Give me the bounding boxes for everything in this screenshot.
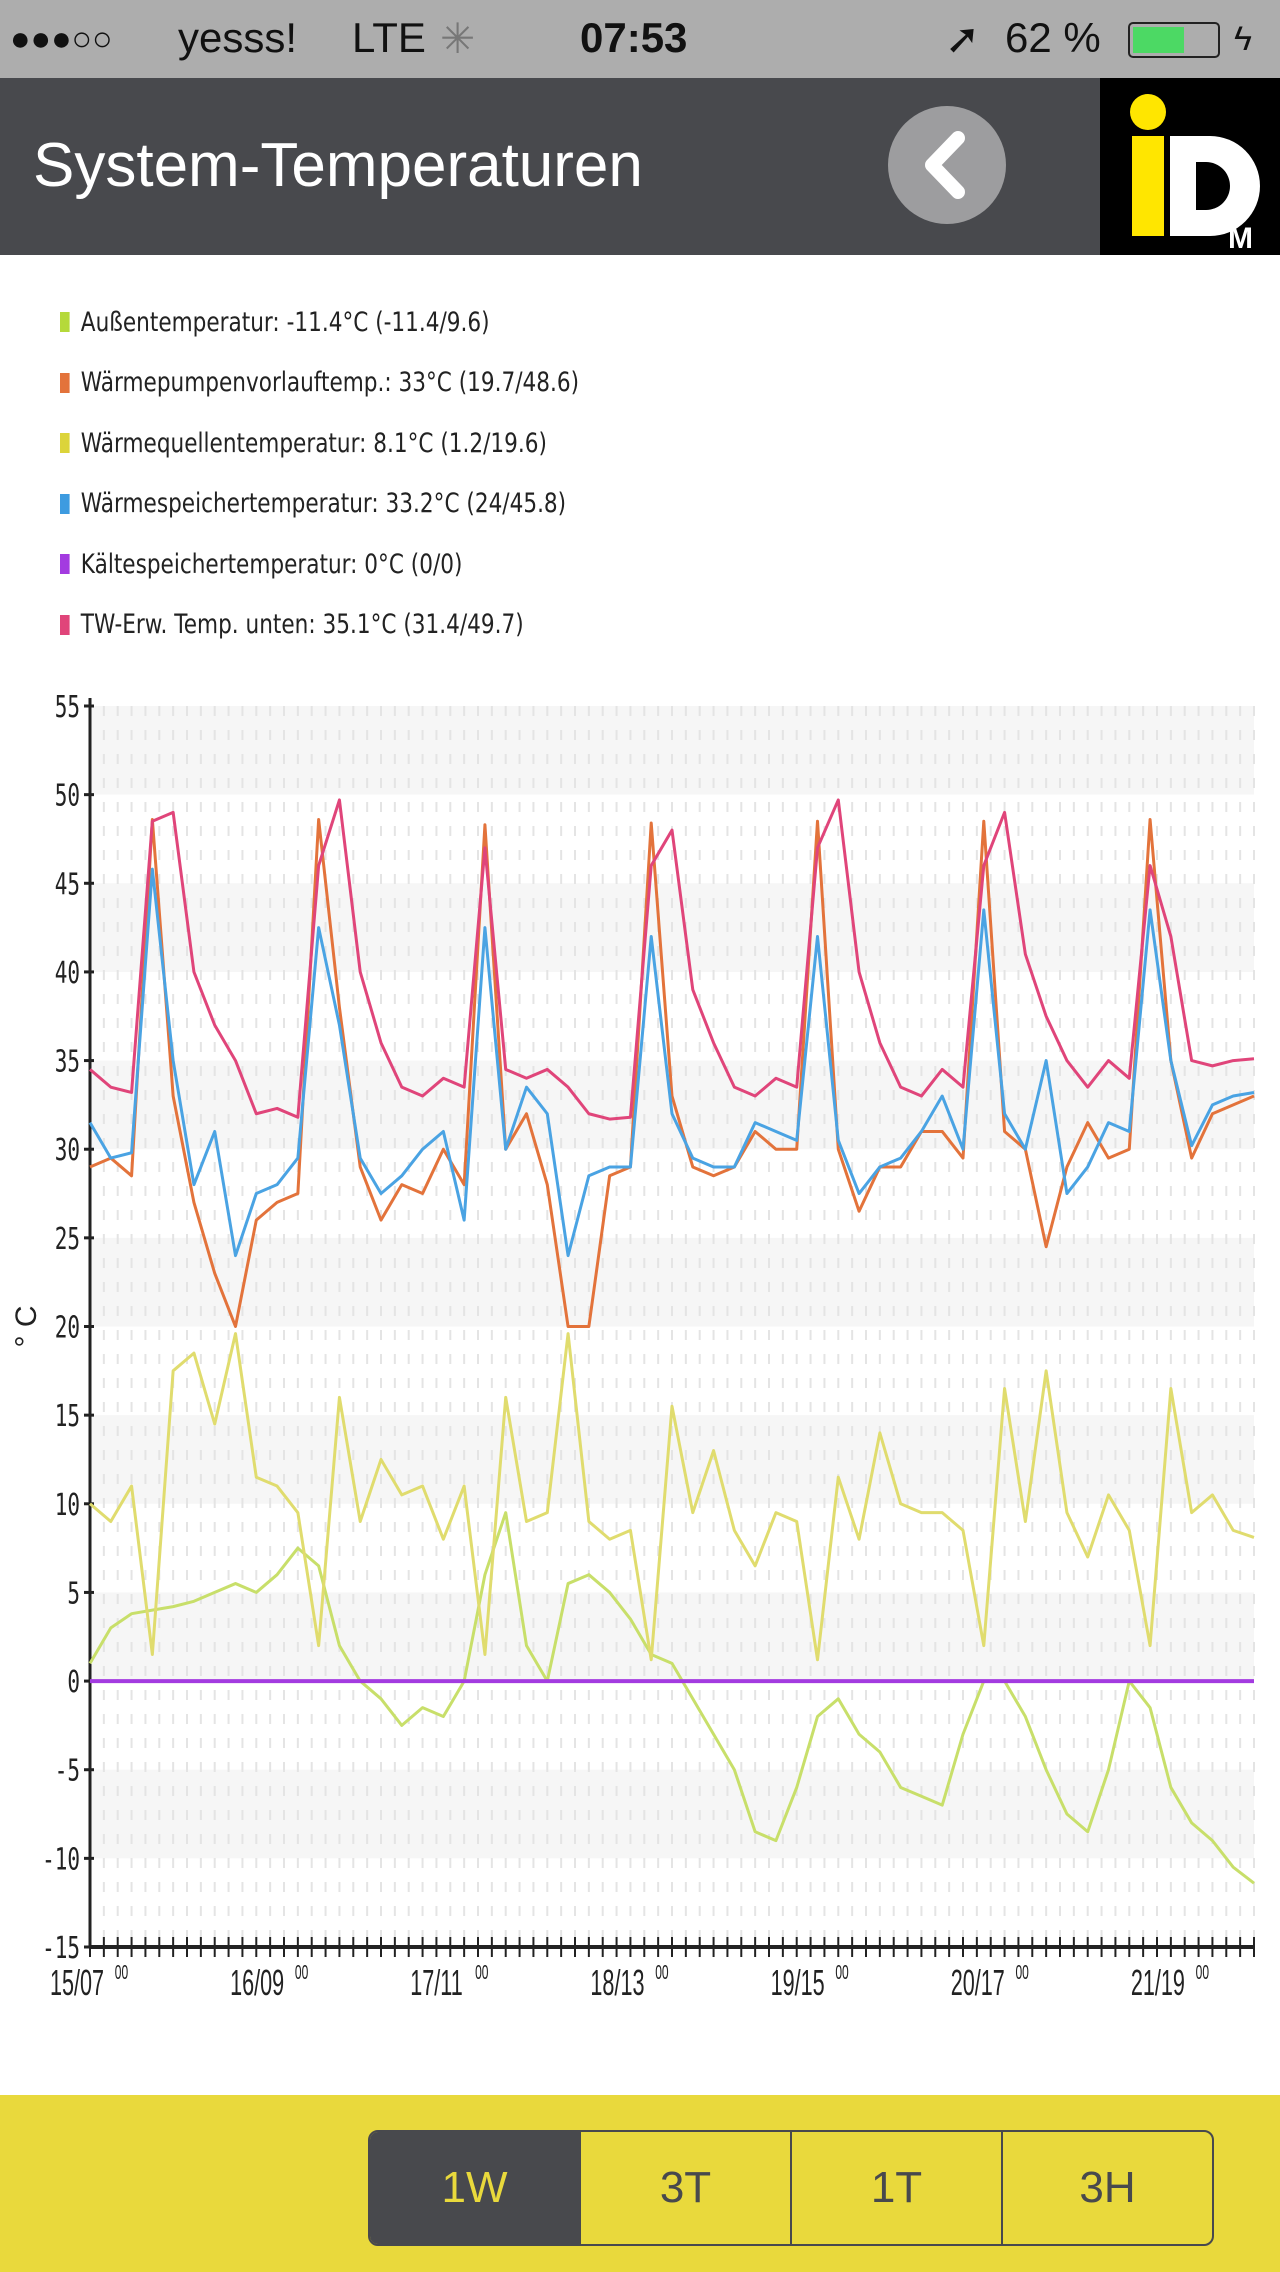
y-tick-label: 5: [67, 1577, 80, 1612]
y-tick-label: 0: [67, 1665, 80, 1700]
x-tick-label: 19/15 00: [771, 1962, 849, 2003]
y-tick-label: -10: [42, 1843, 80, 1878]
y-tick-label: 30: [55, 1134, 80, 1169]
signal-strength: ●●●○○: [10, 20, 113, 58]
legend-swatch: [60, 614, 70, 635]
legend-label: Wärmequellentemperatur: 8.1°C (1.2/19.6): [80, 427, 547, 459]
x-tick-label: 20/17 00: [951, 1962, 1029, 2003]
x-tick-date: 15/07: [50, 1963, 104, 2003]
charging-bolt-icon: ϟ: [1234, 20, 1252, 58]
activity-spinner-icon: ✳: [440, 15, 476, 62]
x-tick-label: 17/11 00: [410, 1962, 488, 2003]
y-tick-label: 15: [55, 1399, 80, 1434]
y-tick-label: 55: [55, 690, 80, 725]
header: System-Temperaturen M: [0, 78, 1280, 255]
y-tick-label: 35: [55, 1045, 80, 1080]
legend-swatch: [60, 493, 70, 514]
back-button[interactable]: [888, 106, 1006, 224]
y-tick-label: -5: [55, 1754, 80, 1789]
series-line-wärmespeichertemperatur: [88, 867, 1255, 1258]
legend-item: Wärmequellentemperatur: 8.1°C (1.2/19.6): [60, 413, 579, 474]
legend-item: TW-Erw. Temp. unten: 35.1°C (31.4/49.7): [60, 595, 579, 656]
legend-label: Wärmespeichertemperatur: 33.2°C (24/45.8…: [80, 488, 567, 520]
range-button-1t[interactable]: 1T: [790, 2132, 1001, 2244]
x-tick-minutes: 00: [655, 1962, 668, 1984]
y-tick-label: -15: [42, 1931, 80, 1966]
legend-item: Außentemperatur: -11.4°C (-11.4/9.6): [60, 292, 579, 353]
legend-label: Kältespeichertemperatur: 0°C (0/0): [80, 548, 463, 580]
legend-swatch: [60, 554, 70, 575]
page-title: System-Temperaturen: [33, 131, 643, 200]
network-type: LTE: [352, 14, 426, 61]
legend-item: Kältespeichertemperatur: 0°C (0/0): [60, 534, 579, 595]
x-tick-date: 16/09: [230, 1963, 284, 2003]
carrier: yesss!: [178, 14, 298, 61]
x-tick-label: 21/19 00: [1131, 1962, 1209, 2003]
bottom-bar: 1W 3T 1T 3H: [0, 2095, 1280, 2272]
series-line-tw-erw-temp-unten: [89, 798, 1255, 1121]
range-button-1w[interactable]: 1W: [370, 2132, 579, 2244]
clock: 07:53: [580, 14, 688, 61]
idm-logo: M: [1100, 78, 1280, 255]
svg-text:M: M: [1228, 222, 1253, 255]
x-tick-date: 20/17: [951, 1963, 1005, 2003]
battery-icon: [1128, 22, 1220, 58]
x-tick-date: 17/11: [410, 1963, 462, 2003]
x-tick-minutes: 00: [1196, 1962, 1209, 1984]
range-button-3t[interactable]: 3T: [579, 2132, 790, 2244]
y-axis-label: ° C: [10, 1306, 43, 1348]
legend-swatch: [60, 312, 70, 333]
y-tick-label: 20: [55, 1311, 80, 1346]
battery-percent: 62 %: [1005, 14, 1101, 61]
chevron-left-icon: [925, 131, 965, 199]
legend-item: Wärmepumpenvorlauftemp.: 33°C (19.7/48.6…: [60, 353, 579, 414]
x-tick-minutes: 00: [295, 1962, 308, 1984]
x-tick-minutes: 00: [115, 1962, 128, 1984]
legend-item: Wärmespeichertemperatur: 33.2°C (24/45.8…: [60, 474, 579, 535]
x-tick-date: 21/19: [1131, 1963, 1185, 2003]
x-tick-label: 16/09 00: [230, 1962, 308, 2003]
legend-label: Wärmepumpenvorlauftemp.: 33°C (19.7/48.6…: [80, 367, 580, 399]
y-tick-label: 40: [55, 956, 80, 991]
range-segmented-control[interactable]: 1W 3T 1T 3H: [368, 2130, 1214, 2246]
series-line-außentemperatur: [88, 1511, 1255, 1885]
x-tick-label: 15/07 00: [50, 1962, 128, 2003]
y-tick-label: 10: [55, 1488, 80, 1523]
chart-legend: Außentemperatur: -11.4°C (-11.4/9.6) Wärm…: [60, 292, 709, 655]
range-button-3h[interactable]: 3H: [1001, 2132, 1212, 2244]
y-tick-label: 45: [55, 868, 80, 903]
y-tick-label: 25: [55, 1222, 80, 1257]
x-tick-minutes: 00: [475, 1962, 488, 1984]
legend-swatch: [60, 372, 70, 393]
location-arrow-icon: ➚: [945, 15, 981, 62]
x-tick-label: 18/13 00: [590, 1962, 668, 2003]
x-tick-date: 19/15: [771, 1963, 825, 2003]
x-tick-minutes: 00: [1016, 1962, 1029, 1984]
y-tick-label: 50: [55, 779, 80, 814]
x-tick-minutes: 00: [835, 1962, 848, 1984]
series-line-wärmepumpenvorlauftemp-: [89, 817, 1255, 1328]
x-tick-date: 18/13: [590, 1963, 644, 2003]
legend-swatch: [60, 433, 70, 454]
legend-label: TW-Erw. Temp. unten: 35.1°C (31.4/49.7): [80, 609, 524, 641]
legend-label: Außentemperatur: -11.4°C (-11.4/9.6): [80, 306, 490, 338]
series-line-wärmequellentemperatur: [89, 1332, 1255, 1662]
status-bar: ●●●○○ yesss! LTE ✳ 07:53 ➚ 62 % ϟ: [0, 0, 1280, 78]
